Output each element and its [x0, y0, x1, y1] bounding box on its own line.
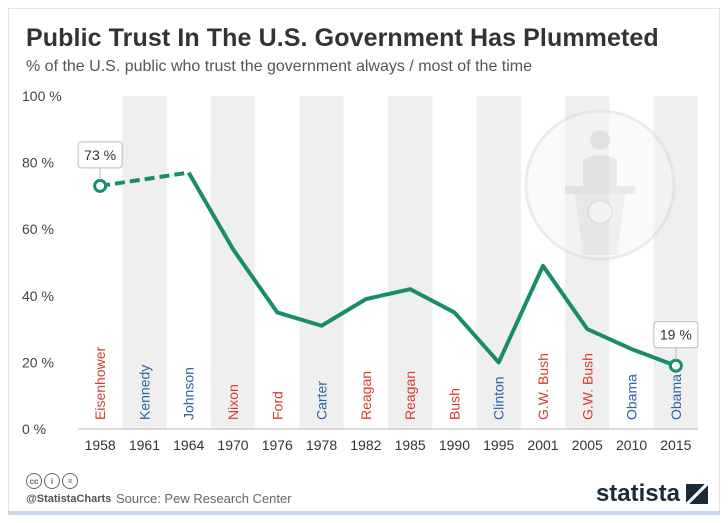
chart-title: Public Trust In The U.S. Government Has … [26, 24, 659, 52]
footer-left: cc i = @StatistaCharts Source: Pew Researc… [26, 471, 346, 511]
president-label: Bush [446, 388, 462, 420]
statista-handle: @StatistaCharts [26, 493, 112, 505]
x-tick-label: 2010 [616, 437, 647, 453]
bottom-bar [8, 511, 720, 515]
source-note: Source: Pew Research Center [116, 491, 292, 506]
license-icons: cc i = [26, 471, 80, 489]
equals-icon: = [62, 473, 78, 489]
data-point [668, 358, 683, 373]
x-tick-label: 1964 [173, 437, 204, 453]
y-tick-label: 40 % [22, 288, 54, 304]
grid-band [299, 96, 344, 429]
x-tick-label: 1990 [439, 437, 470, 453]
x-tick-label: 2005 [572, 437, 603, 453]
y-tick-label: 0 % [22, 421, 46, 437]
grid-band [388, 96, 433, 429]
data-point [93, 178, 108, 193]
president-label: Johnson [181, 367, 197, 420]
president-label: G.W. Bush [579, 353, 595, 420]
president-label: Obama [624, 374, 640, 420]
president-label: Kennedy [136, 365, 152, 420]
brand-text: statista [595, 480, 680, 507]
y-tick-label: 20 % [22, 354, 54, 370]
president-label: Carter [314, 381, 330, 420]
president-label: Nixon [225, 384, 241, 420]
x-tick-label: 1970 [217, 437, 248, 453]
statista-mark-icon [686, 484, 708, 504]
chart-subtitle: % of the U.S. public who trust the gover… [26, 58, 533, 75]
annotation-label: 19 % [660, 327, 692, 343]
x-tick-label: 2001 [527, 437, 558, 453]
president-label: Eisenhower [92, 347, 108, 420]
president-label: Reagan [402, 371, 418, 420]
x-tick-label: 2015 [660, 437, 691, 453]
cc-icon: cc [26, 473, 42, 489]
x-tick-label: 1961 [129, 437, 160, 453]
podium-icon [524, 109, 676, 261]
president-label: Obama [668, 374, 684, 420]
person-icon: i [44, 473, 60, 489]
series-line [186, 171, 677, 368]
y-tick-label: 80 % [22, 155, 54, 171]
annotation-label: 73 % [84, 147, 116, 163]
statista-logo: statista [596, 480, 708, 508]
president-label: Clinton [491, 376, 507, 420]
grid-band [210, 96, 256, 429]
x-tick-label: 1978 [306, 437, 337, 453]
x-tick-label: 1958 [85, 437, 116, 453]
president-label: Reagan [358, 371, 374, 420]
x-tick-label: 1985 [395, 437, 426, 453]
y-tick-label: 100 % [22, 88, 62, 104]
x-tick-label: 1982 [350, 437, 381, 453]
grid-band [476, 96, 521, 429]
x-tick-label: 1995 [483, 437, 514, 453]
president-label: Ford [269, 391, 285, 420]
y-tick-label: 60 % [22, 221, 54, 237]
x-tick-label: 1976 [262, 437, 293, 453]
grid-band [122, 96, 167, 429]
president-label: G.W. Bush [535, 353, 551, 420]
